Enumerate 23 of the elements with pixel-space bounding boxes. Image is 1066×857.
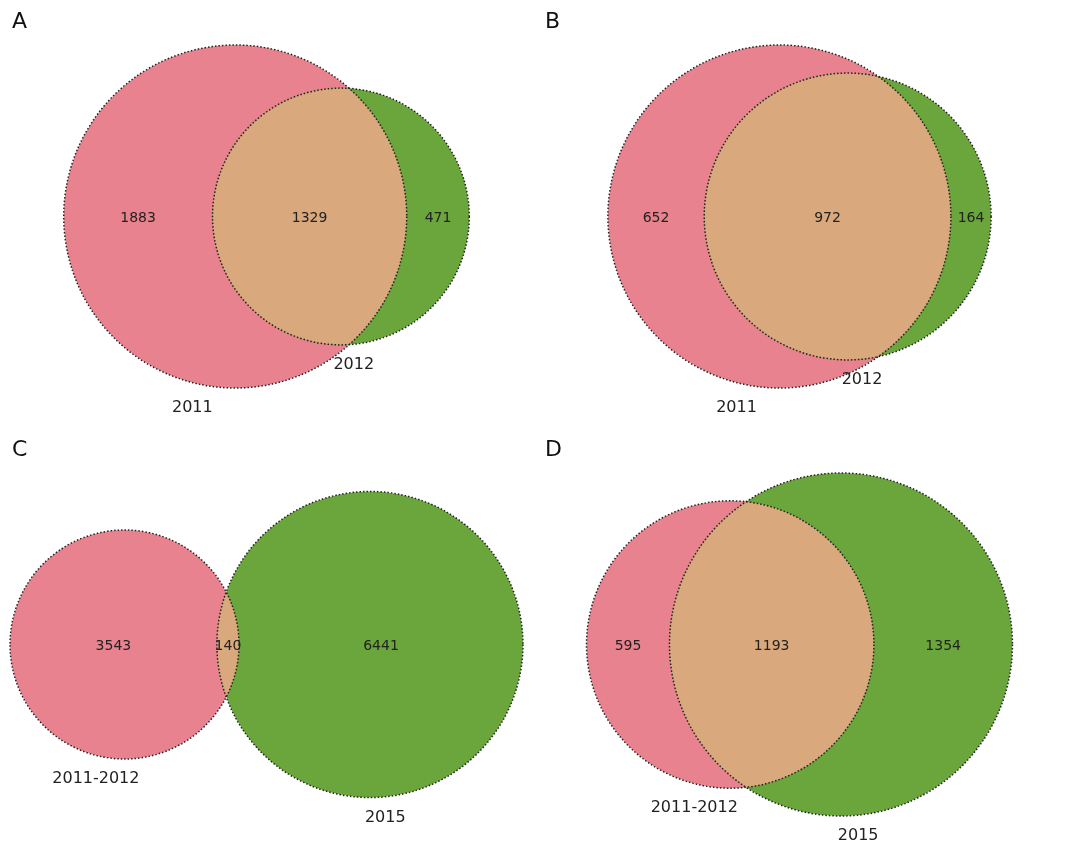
data-label: 595 (614, 636, 642, 653)
data-label: 1354 (925, 636, 962, 653)
text: 2015 (364, 806, 406, 826)
data-label: 1329 (291, 208, 328, 225)
text: 2011 (716, 397, 757, 416)
data-label: 1883 (120, 208, 156, 225)
data-label: 471 (424, 208, 452, 225)
text: B (545, 8, 561, 33)
data-label: 972 (814, 208, 841, 225)
text: A (12, 8, 28, 33)
data-label: 1193 (753, 636, 790, 653)
text: 2012 (841, 368, 883, 388)
data-label: 3543 (95, 636, 132, 653)
text: 2012 (333, 353, 375, 373)
text: 2015 (837, 825, 879, 844)
text: 2011-2012 (650, 797, 738, 817)
text: 2011 (171, 397, 213, 416)
text: C (12, 436, 28, 461)
text: D (545, 436, 562, 461)
data-label: 6441 (363, 636, 399, 653)
data-label: 652 (642, 208, 670, 225)
text: 2011-2012 (52, 768, 140, 787)
data-label: 164 (957, 208, 985, 225)
